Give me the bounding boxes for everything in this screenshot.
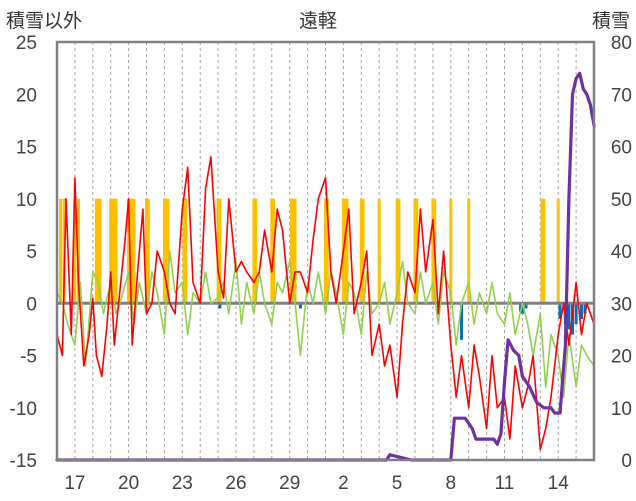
sunshine-bar	[397, 198, 401, 304]
sunshine-bar	[162, 198, 166, 304]
precip-bar	[460, 303, 464, 340]
precip-bar	[579, 303, 583, 319]
left-axis-ticks: -15 -10 -5 0 5 10 15 20 25	[10, 33, 37, 472]
left-tick-label: 5	[26, 242, 37, 263]
left-tick-label: -5	[20, 347, 37, 368]
sunshine-bar	[130, 198, 134, 304]
x-tick-label: 11	[495, 473, 515, 494]
x-tick-label: 23	[172, 473, 193, 494]
precip-bar	[567, 303, 571, 330]
right-tick-label: 60	[611, 138, 632, 159]
left-tick-label: 10	[16, 190, 37, 211]
left-tick-label: -10	[10, 399, 37, 420]
sunshine-bar	[359, 198, 363, 304]
sunshine-bar	[94, 198, 98, 304]
x-tick-label: 26	[225, 473, 246, 494]
snow-depth-line	[55, 71, 596, 462]
right-tick-label: 40	[611, 242, 632, 263]
sunshine-bar	[395, 198, 399, 304]
left-tick-label: 15	[16, 138, 37, 159]
x-tick-label: 5	[392, 473, 403, 494]
x-tick-label: 29	[279, 473, 300, 494]
sunshine-bar	[377, 198, 381, 304]
sunshine-bar	[109, 198, 113, 304]
sunshine-bar	[76, 198, 80, 304]
sunshine-bar	[293, 198, 297, 304]
sunshine-bar	[361, 198, 365, 304]
right-axis-ticks: 0 10 20 30 40 50 60 70 80	[611, 33, 632, 472]
sunshine-bar	[184, 198, 188, 304]
left-axis-title: 積雪以外	[6, 11, 83, 32]
sunshine-bar	[216, 198, 220, 304]
precip-bar	[298, 303, 302, 309]
sunshine-bar	[325, 198, 329, 304]
sunshine-bar	[182, 198, 186, 304]
sunshine-bar	[467, 198, 471, 304]
right-tick-label: 70	[611, 85, 632, 106]
plot-frame-group	[55, 40, 596, 462]
series-lines	[55, 71, 596, 462]
left-tick-label: 25	[16, 33, 37, 54]
left-tick-label: -15	[10, 451, 37, 472]
x-tick-label: 2	[338, 473, 349, 494]
left-tick-label: 20	[16, 85, 37, 106]
sunshine-bar	[542, 198, 546, 304]
sunshine-bar	[449, 198, 453, 304]
right-axis-title: 積雪	[591, 11, 630, 32]
chart-title: 遠軽	[298, 11, 338, 32]
sunshine-bar	[127, 198, 131, 304]
left-tick-label: 0	[26, 294, 37, 315]
x-tick-label: 20	[118, 473, 139, 494]
x-tick-label: 8	[446, 473, 457, 494]
precip-bar	[583, 303, 587, 314]
precip-bar	[558, 303, 562, 319]
x-axis-ticks: 17 20 23 26 29 2 5 8 11 14	[64, 473, 569, 494]
sunshine-bar	[252, 198, 256, 304]
x-tick-label: 14	[548, 473, 570, 494]
right-tick-label: 80	[611, 33, 632, 54]
precip-bar	[574, 303, 578, 325]
precip-bar	[218, 303, 222, 309]
sunshine-bar	[146, 198, 150, 304]
sunshine-bar	[345, 198, 349, 304]
right-tick-label: 50	[611, 190, 632, 211]
sunshine-bar	[254, 198, 258, 304]
sunshine-bar	[415, 198, 419, 304]
temp-max-line	[56, 156, 595, 451]
sunshine-bar	[324, 198, 327, 304]
sunshine-bar	[164, 198, 168, 304]
precip-bar	[524, 303, 528, 309]
sunshine-bar	[540, 198, 544, 304]
sunshine-bar	[556, 198, 560, 304]
x-tick-label: 17	[64, 473, 85, 494]
sunshine-bar	[96, 198, 100, 304]
sunshine-bar	[218, 198, 222, 304]
sunshine-bar	[270, 198, 274, 304]
sunshine-bar	[145, 198, 148, 304]
sunshine-bar	[110, 198, 114, 304]
sunshine-bar	[431, 198, 435, 304]
sunshine-bar	[114, 198, 118, 304]
sunshine-bar	[112, 198, 116, 304]
plot-frame	[55, 40, 596, 462]
sunshine-bar	[98, 198, 102, 304]
sunshine-bar	[132, 198, 136, 304]
sunshine-bar	[343, 198, 347, 304]
right-tick-label: 10	[611, 399, 632, 420]
sunshine-bar	[166, 198, 170, 304]
sunshine-bar	[413, 198, 417, 304]
precip-bar	[520, 303, 524, 314]
right-tick-label: 20	[611, 347, 632, 368]
sunshine-bar	[59, 198, 63, 304]
sunshine-bar	[289, 198, 293, 304]
right-tick-label: 0	[621, 451, 632, 472]
right-tick-label: 30	[611, 294, 632, 315]
sunshine-bar	[73, 198, 77, 304]
sunshine-bar	[291, 198, 295, 304]
precip-bar	[519, 303, 523, 312]
